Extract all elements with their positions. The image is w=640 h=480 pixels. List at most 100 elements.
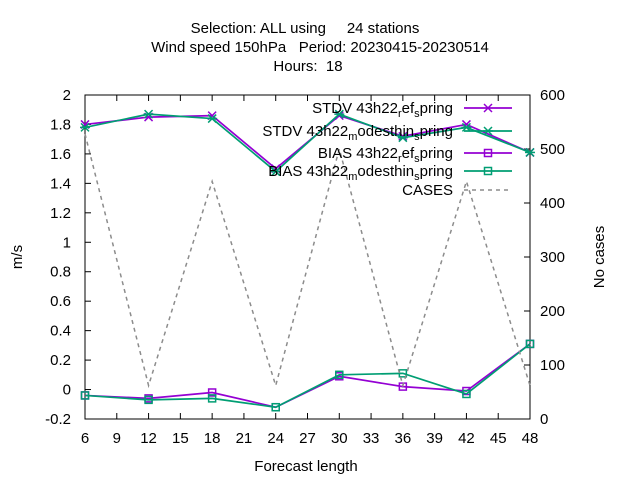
data-point-marker [335,370,344,380]
legend-label-part: s [414,108,420,120]
y-tick-label: 1.6 [50,146,71,163]
y2-tick-label: 500 [540,141,565,158]
y-tick-label: 0.6 [50,293,71,310]
x-tick-label: 27 [299,430,316,447]
x-tick-label: 36 [395,430,412,447]
x-axis-label: Forecast length [254,458,357,475]
y2-tick-label: 600 [540,87,565,104]
x-tick-label: 33 [363,430,380,447]
legend-label-part: ef [402,100,415,117]
x-tick-label: 18 [204,430,221,447]
data-point-marker [462,389,471,399]
y2-tick-label: 400 [540,195,565,212]
x-tick-label: 39 [426,430,443,447]
series-line [84,113,531,173]
data-point-marker [483,103,493,113]
x-tick-label: 9 [113,430,121,447]
legend-label-part: BIAS 43h22 [268,163,348,180]
x-tick-label: 48 [522,430,539,447]
legend-label-part: odesthin [357,163,414,180]
title-line-1: Selection: ALL using 24 stations [191,20,420,37]
data-point-marker [207,394,217,403]
legend-label-part: pring [420,163,453,180]
y-tick-label: 0.4 [50,323,71,340]
data-point-marker [525,147,535,157]
data-point-marker [334,109,345,119]
data-point-marker [461,122,472,132]
data-point-marker [483,166,493,176]
x-tick-label: 30 [331,430,348,447]
legend-label-part: STDV 43h22 [312,100,398,117]
data-point-marker [270,167,281,177]
y2-tick-label: 200 [540,303,565,320]
legend-label-part: pring [420,123,453,140]
data-point-marker [398,131,408,141]
data-point-marker [483,148,493,158]
data-point-marker [207,388,217,397]
y2-tick-label: 300 [540,249,565,266]
series-cases [84,133,531,389]
legend-label-part: r [398,153,402,165]
y-tick-label: 0.8 [50,264,71,281]
data-point-marker [525,339,535,349]
data-point-marker [80,391,90,400]
y2-axis-label: No cases [591,226,608,289]
legend-label-part: pring [420,100,453,117]
data-point-marker [80,122,90,132]
data-point-marker [207,114,218,124]
data-point-marker [271,402,280,412]
x-tick-label: 6 [81,430,89,447]
legend-label-part: m [348,131,357,143]
legend-label: BIAS 43h22modesthinspring [268,163,453,183]
y-tick-label: 1.4 [50,175,71,192]
x-tick-label: 42 [458,430,475,447]
x-tick-label: 15 [172,430,189,447]
y-tick-label: 2 [63,87,71,104]
data-point-marker [398,369,408,378]
legend-label-part: s [414,171,420,183]
data-point-marker [397,133,408,143]
legend-label-part: pring [420,145,453,162]
data-point-marker [483,126,493,136]
legend-entry: BIAS 43h22refspring [318,145,512,165]
data-point-marker [143,109,154,119]
legend-label-part: r [398,108,402,120]
y-tick-label: 1.8 [50,116,71,133]
legend-entry: STDV 43h22modesthinspring [262,123,512,143]
legend-entry: STDV 43h22refspring [312,100,512,120]
x-tick-label: 12 [140,430,157,447]
legend-label-part: m [348,171,357,183]
y-tick-label: 0.2 [50,352,71,369]
legend-label: BIAS 43h22refspring [318,145,453,165]
legend-label: STDV 43h22modesthinspring [262,123,453,143]
legend-label-part: s [414,153,420,165]
data-point-marker [334,111,344,121]
chart-title: Selection: ALL using 24 stations Wind sp… [151,20,489,75]
series-bias-43h22-modesthin-spring [80,339,535,412]
legend-entry: BIAS 43h22modesthinspring [268,163,512,183]
y-tick-label: 1.2 [50,205,71,222]
y2-tick-label: 0 [540,411,548,428]
x-tick-label: 21 [236,430,253,447]
y-tick-label: -0.2 [45,411,71,428]
title-line-2: Wind speed 150hPa Period: 20230415-20230… [151,39,489,56]
x-tick-label: 24 [267,430,284,447]
legend-label-part: ef [402,145,415,162]
series-layer [80,109,535,412]
legend-label-part: odesthin [357,123,414,140]
y-tick-label: 0 [63,382,71,399]
legend-label-part: CASES [402,182,453,199]
legend-label: STDV 43h22refspring [312,100,453,120]
data-point-marker [144,395,153,405]
y-tick-label: 1 [63,234,71,251]
y2-tick-label: 100 [540,357,565,374]
series-line [84,343,531,409]
y-axis-label: m/s [9,245,26,269]
title-line-3: Hours: 18 [273,58,342,75]
series-line [84,133,531,389]
legend-entry: CASES [402,182,512,199]
legend-label-part: s [414,131,420,143]
legend-label-part: STDV 43h22 [262,123,348,140]
